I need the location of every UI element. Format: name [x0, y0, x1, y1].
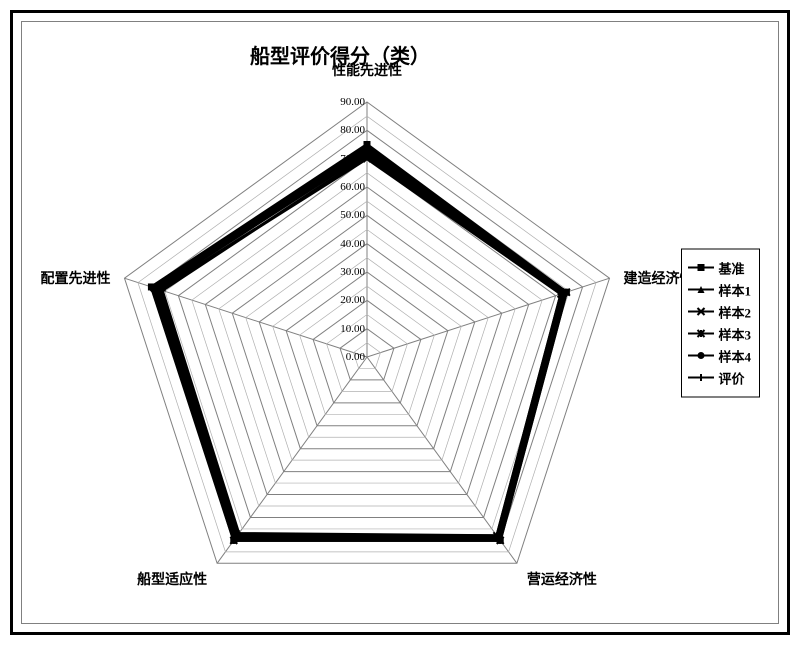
legend-label: 样本2: [718, 302, 751, 321]
triangle-icon: [696, 285, 706, 295]
inner-frame: 船型评价得分（类） 0.0010.0020.0030.0040.0050.006…: [21, 21, 779, 624]
axis-label: 配置先进性: [40, 268, 110, 288]
legend-label: 样本4: [718, 346, 751, 365]
tick-label: 40.00: [340, 238, 365, 250]
tick-label: 0.00: [346, 351, 365, 363]
axis-label: 营运经济性: [527, 569, 597, 589]
legend-item: 样本3: [688, 324, 751, 343]
tick-label: 30.00: [340, 266, 365, 278]
legend-label: 评价: [718, 368, 744, 387]
radar-chart: [22, 22, 782, 632]
legend-label: 基准: [718, 258, 744, 277]
tick-label: 60.00: [340, 181, 365, 193]
x-icon: [696, 307, 706, 317]
legend-item: 基准: [688, 258, 751, 277]
legend-line: [688, 311, 714, 313]
axis-label: 船型适应性: [137, 569, 207, 589]
legend-label: 样本1: [718, 280, 751, 299]
tick-label: 70.00: [340, 153, 365, 165]
legend-item: 样本2: [688, 302, 751, 321]
star-icon: [696, 329, 706, 339]
legend-line: [688, 289, 714, 291]
tick-label: 20.00: [340, 294, 365, 306]
legend-item: 样本1: [688, 280, 751, 299]
square-icon: [696, 263, 706, 273]
circle-icon: [696, 351, 706, 361]
tick-label: 90.00: [340, 96, 365, 108]
plus-icon: [696, 373, 706, 383]
tick-label: 10.00: [340, 323, 365, 335]
tick-label: 80.00: [340, 124, 365, 136]
legend-line: [688, 267, 714, 269]
legend-line: [688, 333, 714, 335]
legend-line: [688, 377, 714, 379]
legend-item: 样本4: [688, 346, 751, 365]
outer-frame: 船型评价得分（类） 0.0010.0020.0030.0040.0050.006…: [10, 10, 790, 635]
legend-label: 样本3: [718, 324, 751, 343]
axis-label: 性能先进性: [332, 60, 402, 80]
legend: 基准样本1 样本2 样本3 样本4 评价: [681, 248, 760, 397]
legend-item: 评价: [688, 368, 751, 387]
tick-label: 50.00: [340, 209, 365, 221]
legend-line: [688, 355, 714, 357]
